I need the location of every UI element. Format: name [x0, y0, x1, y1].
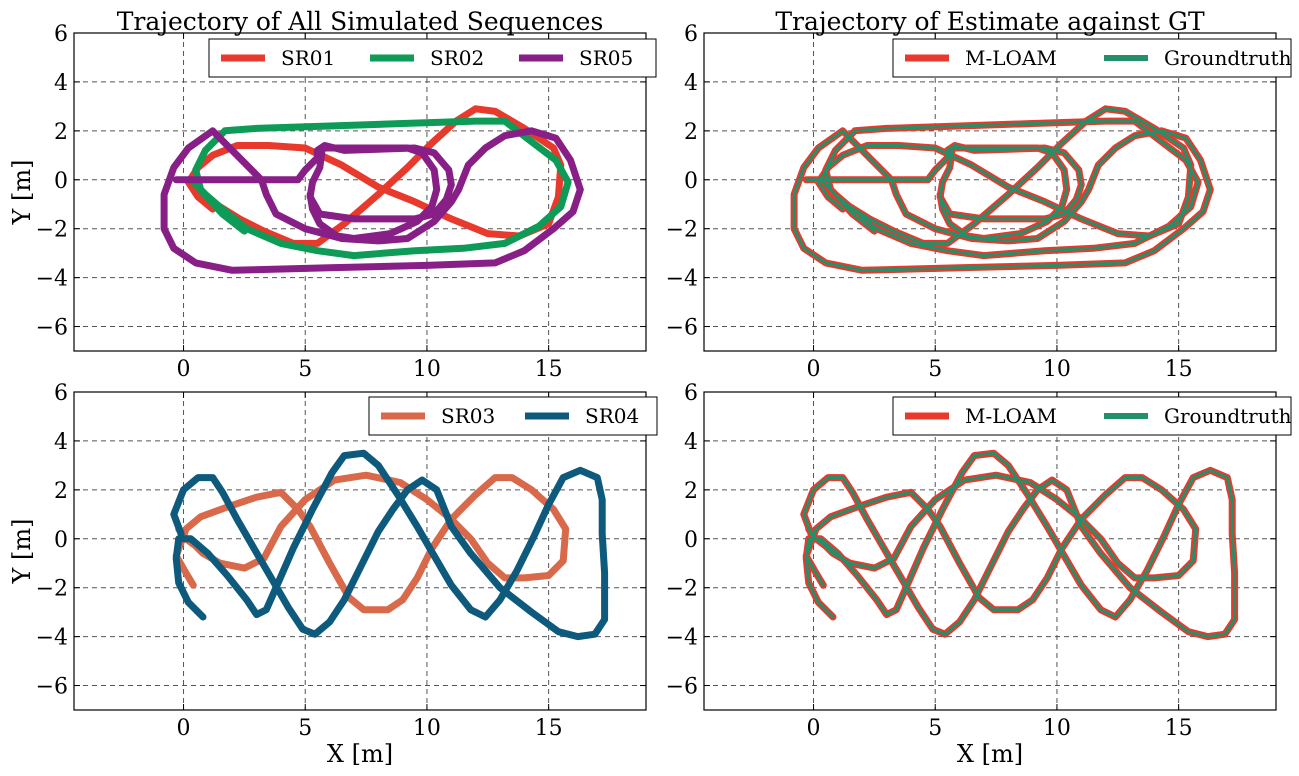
legend: M-LOAM Groundtruth	[892, 396, 1292, 436]
y-tick-label: 2	[684, 479, 698, 504]
legend-entry-label: M-LOAM	[965, 404, 1057, 428]
series-line-sr01	[184, 105, 565, 247]
x-tick-label: 15	[1165, 357, 1193, 382]
y-tick-label: −2	[666, 218, 698, 243]
x-tick-label: 5	[298, 357, 312, 382]
y-tick-label: 2	[54, 479, 68, 504]
y-tick-label: 4	[54, 71, 68, 96]
x-tick-label: 0	[807, 357, 821, 382]
x-tick-label: 10	[1043, 716, 1071, 741]
y-axis-label: Y [m]	[8, 519, 36, 585]
x-tick-label: 10	[413, 357, 441, 382]
series-line-groundtruth	[816, 107, 1193, 245]
y-tick-label: −4	[666, 267, 698, 292]
y-tick-label: 2	[684, 120, 698, 145]
legend-box	[208, 38, 657, 78]
legend-box	[892, 38, 1292, 78]
chart-title: Trajectory of All Simulated Sequences	[117, 7, 604, 36]
y-tick-label: 6	[54, 22, 68, 47]
y-tick-label: 4	[54, 430, 68, 455]
x-tick-label: 10	[1043, 357, 1071, 382]
legend-entry-label: Groundtruth	[1164, 404, 1292, 428]
legend: SR03 SR04	[368, 396, 658, 436]
legend: M-LOAM Groundtruth	[892, 38, 1292, 78]
y-tick-label: 4	[684, 430, 698, 455]
x-axis-label: X [m]	[327, 740, 393, 768]
series-line-sr03	[172, 471, 570, 614]
legend: SR01 SR02 SR05	[208, 38, 657, 78]
legend-entry-label: SR02	[430, 46, 484, 70]
series-line-groundtruth	[821, 119, 1200, 258]
legend-entry-label: SR04	[585, 404, 639, 428]
y-tick-label: 6	[684, 381, 698, 406]
plot-area	[170, 449, 609, 641]
x-tick-label: 5	[928, 716, 942, 741]
y-tick-label: 6	[54, 381, 68, 406]
plot-area	[800, 449, 1239, 641]
series-line-groundtruth	[802, 451, 1237, 639]
chart-panel-3: 0 5 10 15 −6 −4 −2 0 2 4 6 X [m] Y [m] SR03 SR04	[8, 381, 658, 768]
series-line-sr02	[189, 117, 572, 260]
plot-frame	[73, 391, 647, 711]
plot-frame	[73, 32, 647, 352]
x-tick-label: 15	[535, 716, 563, 741]
x-tick-label: 0	[177, 716, 191, 741]
x-tick-label: 15	[535, 357, 563, 382]
x-tick-label: 5	[928, 357, 942, 382]
chart-title: Trajectory of Estimate against GT	[775, 7, 1205, 36]
x-tick-label: 15	[1165, 716, 1193, 741]
legend-entry-label: Groundtruth	[1164, 46, 1292, 70]
plot-area	[160, 105, 584, 274]
y-tick-label: −2	[36, 218, 68, 243]
y-tick-label: −6	[36, 675, 68, 700]
y-tick-label: −4	[36, 267, 68, 292]
y-tick-label: 2	[54, 120, 68, 145]
series-line-sr05	[160, 127, 584, 274]
plot-frame	[703, 32, 1277, 352]
x-tick-label: 0	[177, 357, 191, 382]
x-tick-label: 5	[298, 716, 312, 741]
chart-panel-1: 0 5 10 15 −6 −4 −2 0 2 4 6 Trajectory of All Simula…	[8, 7, 657, 382]
x-tick-label: 0	[807, 716, 821, 741]
legend-entry-label: SR01	[281, 46, 335, 70]
legend-entry-label: SR03	[441, 404, 495, 428]
series-line-sr04	[170, 449, 609, 641]
series-line-groundtruth	[804, 473, 1198, 612]
y-tick-label: 0	[684, 528, 698, 553]
legend-entry-label: M-LOAM	[965, 46, 1057, 70]
y-tick-label: 6	[684, 22, 698, 47]
y-tick-label: −4	[36, 626, 68, 651]
chart-panel-2: 0 5 10 15 −6 −4 −2 0 2 4 6 Trajectory of Estimate a…	[666, 7, 1292, 382]
series-line-groundtruth	[792, 129, 1212, 272]
y-tick-label: −6	[666, 675, 698, 700]
x-axis-label: X [m]	[957, 740, 1023, 768]
legend-box	[892, 396, 1292, 436]
y-tick-label: −4	[666, 626, 698, 651]
y-tick-label: 4	[684, 71, 698, 96]
y-tick-label: −2	[666, 577, 698, 602]
y-tick-label: 0	[684, 169, 698, 194]
plot-area	[790, 105, 1214, 274]
y-tick-label: 0	[54, 169, 68, 194]
y-axis-label: Y [m]	[8, 160, 36, 226]
plot-frame	[703, 391, 1277, 711]
y-tick-label: −6	[36, 316, 68, 341]
x-tick-label: 10	[413, 716, 441, 741]
legend-entry-label: SR05	[579, 46, 633, 70]
y-tick-label: 0	[54, 528, 68, 553]
y-tick-label: −6	[666, 316, 698, 341]
y-tick-label: −2	[36, 577, 68, 602]
chart-panel-4: 0 5 10 15 −6 −4 −2 0 2 4 6 X [m] M-LOAM Groundtruth	[666, 381, 1292, 768]
